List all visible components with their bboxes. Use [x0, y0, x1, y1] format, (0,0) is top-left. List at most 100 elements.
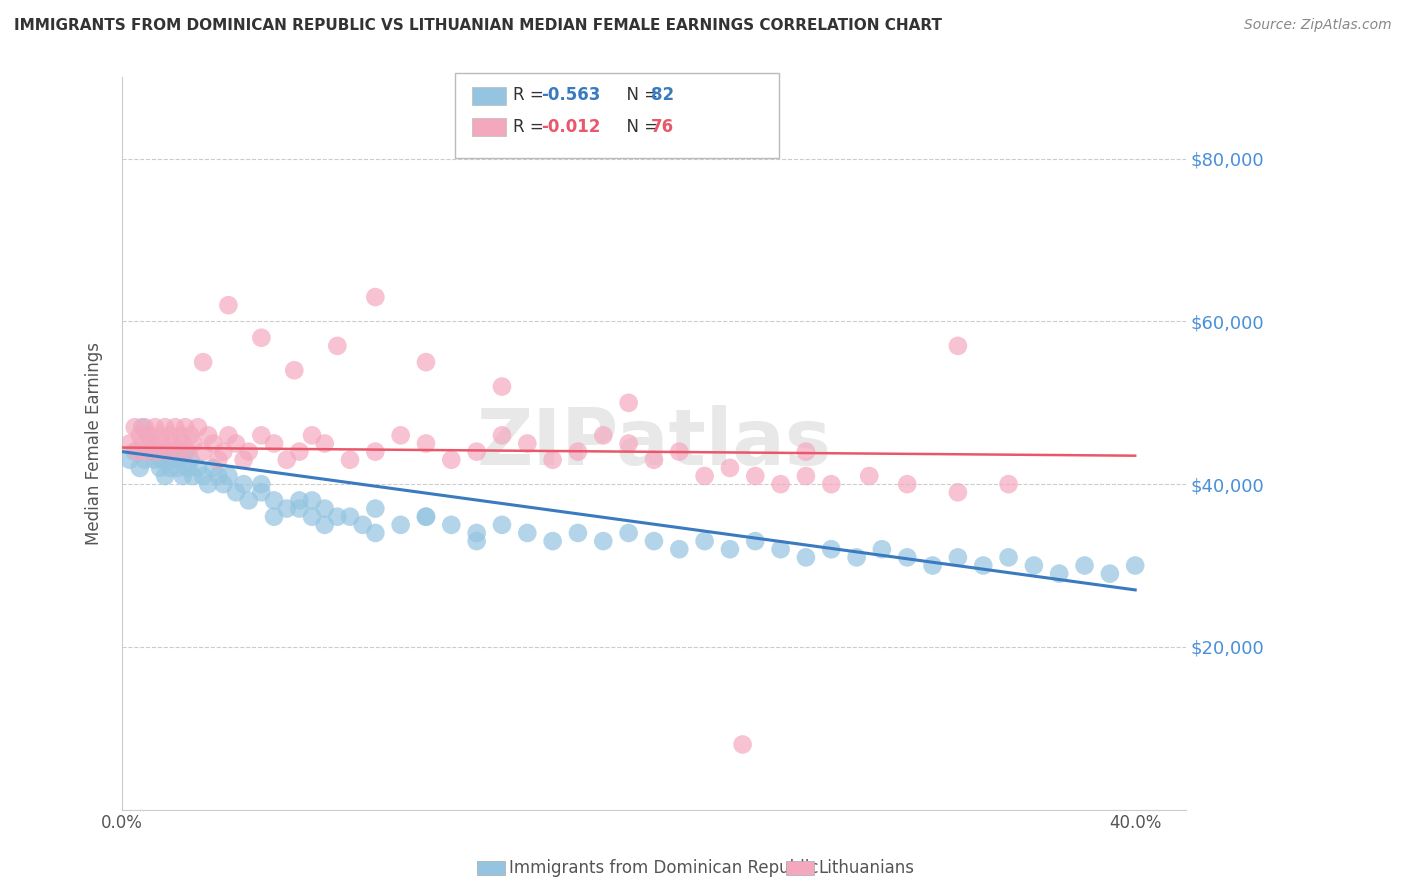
Point — [415, 436, 437, 450]
Point — [718, 542, 741, 557]
Point — [326, 509, 349, 524]
Point — [225, 485, 247, 500]
Text: Immigrants from Dominican Republic: Immigrants from Dominican Republic — [509, 859, 818, 877]
Text: 76: 76 — [651, 119, 673, 136]
Point — [1098, 566, 1121, 581]
Point — [141, 436, 163, 450]
Point — [276, 452, 298, 467]
Point — [134, 420, 156, 434]
Point — [197, 428, 219, 442]
Point — [997, 477, 1019, 491]
Point — [238, 493, 260, 508]
Point — [972, 558, 994, 573]
Point — [179, 452, 201, 467]
Point — [207, 452, 229, 467]
Text: Source: ZipAtlas.com: Source: ZipAtlas.com — [1244, 18, 1392, 32]
Text: IMMIGRANTS FROM DOMINICAN REPUBLIC VS LITHUANIAN MEDIAN FEMALE EARNINGS CORRELAT: IMMIGRANTS FROM DOMINICAN REPUBLIC VS LI… — [14, 18, 942, 33]
Point — [153, 420, 176, 434]
Point — [858, 469, 880, 483]
Point — [921, 558, 943, 573]
Point — [197, 477, 219, 491]
Point — [997, 550, 1019, 565]
Point — [326, 339, 349, 353]
Point — [352, 517, 374, 532]
Point — [165, 444, 187, 458]
Point — [288, 501, 311, 516]
Point — [288, 444, 311, 458]
Point — [156, 444, 179, 458]
Point — [1123, 558, 1146, 573]
Point — [389, 517, 412, 532]
Text: ZIPatlas: ZIPatlas — [477, 406, 831, 482]
Point — [191, 469, 214, 483]
Point — [516, 525, 538, 540]
Text: R =: R = — [513, 87, 550, 104]
Point — [283, 363, 305, 377]
Point — [169, 428, 191, 442]
Point — [364, 525, 387, 540]
Point — [159, 461, 181, 475]
Point — [187, 461, 209, 475]
Point — [174, 420, 197, 434]
Point — [149, 428, 172, 442]
Point — [141, 436, 163, 450]
Point — [617, 525, 640, 540]
Point — [191, 444, 214, 458]
Point — [465, 525, 488, 540]
Point — [946, 485, 969, 500]
Point — [693, 534, 716, 549]
Point — [263, 509, 285, 524]
Point — [217, 469, 239, 483]
Point — [152, 452, 174, 467]
Point — [162, 452, 184, 467]
Point — [288, 493, 311, 508]
Point — [364, 501, 387, 516]
Point — [744, 469, 766, 483]
Point — [162, 436, 184, 450]
Text: -0.563: -0.563 — [541, 87, 600, 104]
Point — [567, 525, 589, 540]
Point — [364, 444, 387, 458]
Point — [131, 436, 153, 450]
Point — [643, 452, 665, 467]
Point — [592, 428, 614, 442]
Point — [567, 444, 589, 458]
Point — [301, 493, 323, 508]
Text: R =: R = — [513, 119, 550, 136]
Point — [146, 444, 169, 458]
Point — [946, 339, 969, 353]
Point — [232, 452, 254, 467]
Point — [693, 469, 716, 483]
Point — [440, 452, 463, 467]
Point — [152, 436, 174, 450]
Point — [134, 452, 156, 467]
Point — [314, 501, 336, 516]
Point — [718, 461, 741, 475]
Point — [212, 444, 235, 458]
Point — [617, 396, 640, 410]
Point — [238, 444, 260, 458]
Point — [263, 436, 285, 450]
Point — [207, 469, 229, 483]
Point — [301, 509, 323, 524]
Point — [820, 477, 842, 491]
Point — [731, 738, 754, 752]
Point — [415, 509, 437, 524]
Point — [643, 534, 665, 549]
Point — [136, 444, 159, 458]
Point — [177, 444, 200, 458]
Point — [896, 550, 918, 565]
Point — [415, 355, 437, 369]
Point — [364, 290, 387, 304]
Point — [143, 452, 166, 467]
Point — [263, 493, 285, 508]
Point — [440, 517, 463, 532]
Point — [143, 420, 166, 434]
Point — [217, 298, 239, 312]
Point — [541, 534, 564, 549]
Point — [128, 428, 150, 442]
Point — [491, 428, 513, 442]
Point — [276, 501, 298, 516]
Point — [225, 436, 247, 450]
Point — [250, 331, 273, 345]
